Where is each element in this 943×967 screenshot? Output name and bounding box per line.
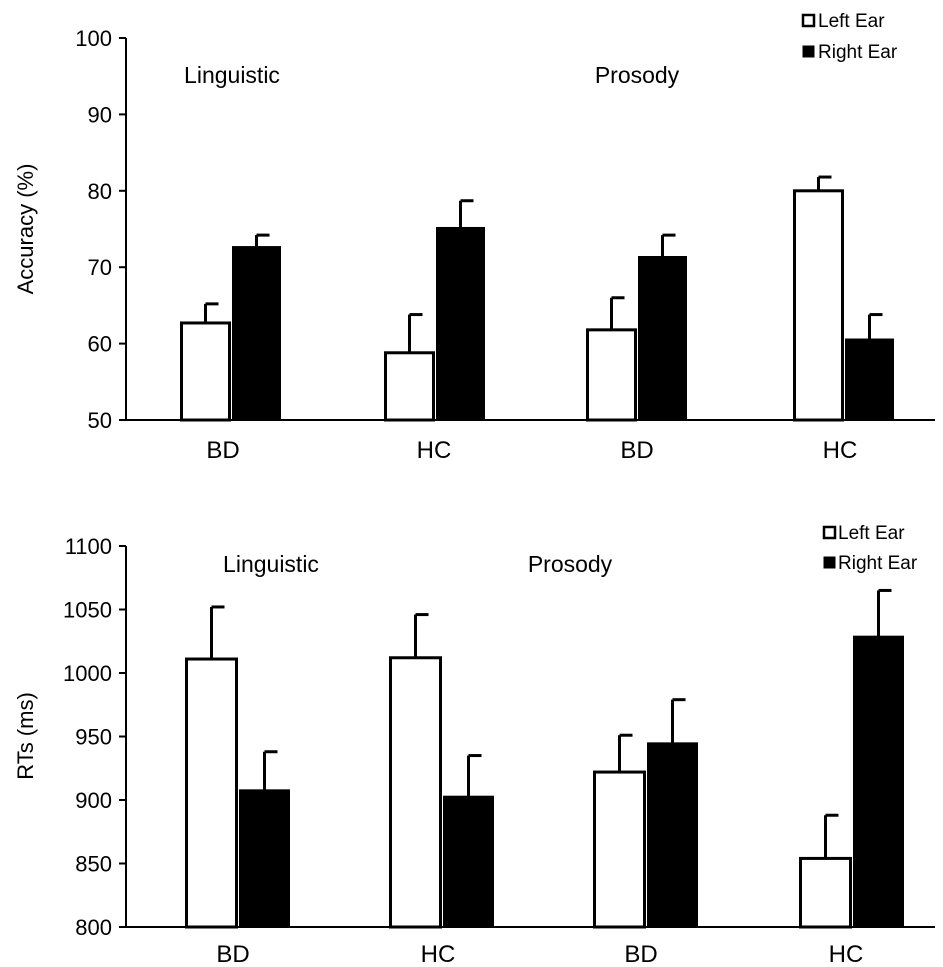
y-tick-label: 900	[75, 788, 112, 813]
bar-right-ear	[853, 635, 904, 928]
group-title: Prosody	[595, 62, 680, 88]
x-category-label: HC	[823, 437, 858, 464]
bar-right-ear	[647, 742, 698, 928]
x-category-label: BD	[216, 941, 249, 967]
y-tick-label: 60	[88, 332, 112, 357]
legend-swatch	[802, 45, 815, 58]
group-title: Prosody	[528, 551, 613, 577]
y-tick-label: 80	[88, 179, 112, 204]
bar-left-ear	[180, 321, 231, 422]
y-tick-label: 800	[75, 915, 112, 940]
chart-panel-2: 800 850 900 950 1000 1050 1100 RTs (ms) BD HC BD HC…	[13, 523, 935, 967]
y-axis-title: Accuracy (%)	[13, 164, 38, 295]
bar-left-ear	[593, 770, 646, 929]
x-category-label: HC	[421, 941, 456, 967]
bar-right-ear	[443, 795, 494, 928]
chart-panel-1: 50 60 70 80 90 100 Accuracy (%) BD HC BD HC Linguis…	[13, 11, 935, 464]
bar-left-ear	[586, 328, 637, 422]
bar-left-ear	[799, 856, 852, 929]
bar-right-ear	[845, 338, 894, 421]
bar-right-ear	[232, 246, 281, 421]
y-tick-label: 950	[75, 725, 112, 750]
legend-label: Left Ear	[838, 523, 905, 544]
legend: Left Ear Right Ear	[801, 11, 898, 63]
x-category-label: HC	[829, 941, 864, 967]
group-title: Linguistic	[223, 551, 319, 577]
y-tick-label: 90	[88, 102, 112, 127]
y-tick-label: 1050	[63, 598, 112, 623]
bar-left-ear	[793, 189, 844, 422]
legend-label: Right Ear	[818, 42, 898, 63]
x-category-label: BD	[206, 437, 239, 464]
bar-right-ear	[239, 789, 290, 928]
bar-right-ear	[436, 226, 485, 421]
bar-left-ear	[384, 351, 435, 422]
x-category-label: HC	[417, 437, 452, 464]
legend: Left Ear Right Ear	[822, 523, 918, 574]
legend-label: Right Ear	[838, 553, 918, 574]
legend-swatch	[801, 13, 816, 28]
bar-left-ear	[185, 657, 238, 929]
bar-right-ear	[638, 256, 687, 421]
y-tick-label: 1000	[63, 661, 112, 686]
group-title: Linguistic	[184, 62, 280, 88]
legend-label: Left Ear	[818, 11, 885, 32]
y-tick-label: 100	[75, 26, 112, 51]
y-axis-title: RTs (ms)	[13, 692, 38, 780]
y-tick-label: 1100	[65, 534, 112, 559]
legend-swatch	[823, 556, 836, 569]
y-tick-label: 70	[88, 255, 112, 280]
x-category-label: BD	[624, 941, 657, 967]
y-tick-label: 50	[88, 408, 112, 433]
x-category-label: BD	[620, 437, 653, 464]
legend-swatch	[822, 525, 837, 540]
y-tick-label: 850	[75, 852, 112, 877]
bar-left-ear	[389, 656, 442, 929]
